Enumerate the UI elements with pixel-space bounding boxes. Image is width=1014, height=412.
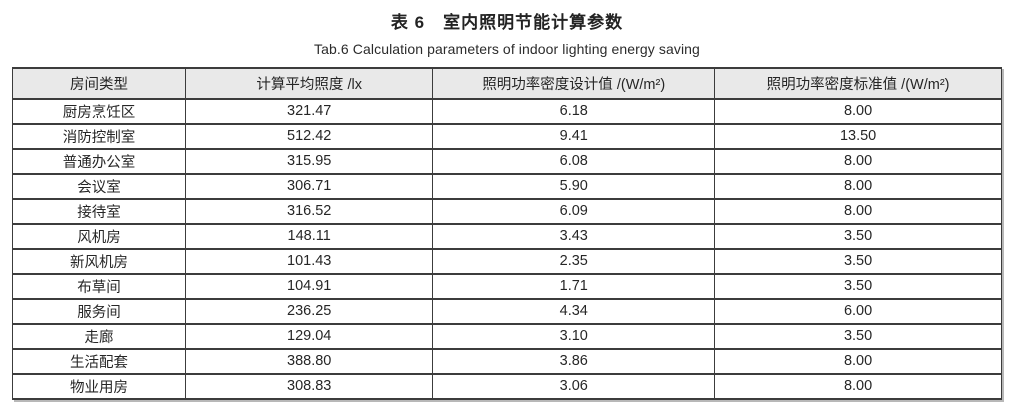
table-title-en: Tab.6 Calculation parameters of indoor l… [314, 40, 700, 57]
cell-lpd-design: 6.08 [432, 147, 716, 175]
cell-room: 消防控制室 [11, 122, 187, 150]
cell-lpd-standard: 3.50 [714, 322, 1002, 350]
cell-lpd-design: 9.41 [432, 122, 716, 150]
cell-lpd-standard: 8.00 [714, 197, 1002, 225]
cell-avg-illuminance: 306.71 [185, 172, 434, 200]
lighting-parameters-table: 房间类型 计算平均照度 /lx 照明功率密度设计值 /(W/m²) 照明功率密度… [11, 66, 1002, 400]
cell-room: 走廊 [11, 322, 187, 350]
cell-lpd-design: 6.09 [432, 197, 716, 225]
cell-avg-illuminance: 321.47 [185, 97, 434, 125]
cell-lpd-standard: 3.50 [714, 222, 1002, 250]
header-room-type: 房间类型 [11, 66, 187, 100]
cell-room: 会议室 [11, 172, 187, 200]
cell-lpd-design: 6.18 [432, 97, 716, 125]
table-row: 普通办公室 315.95 6.08 8.00 [11, 147, 1002, 175]
table-row: 走廊 129.04 3.10 3.50 [11, 322, 1002, 350]
cell-lpd-standard: 8.00 [714, 347, 1002, 375]
table-row: 物业用房 308.83 3.06 8.00 [11, 372, 1002, 400]
cell-lpd-standard: 8.00 [714, 97, 1002, 125]
cell-lpd-design: 3.43 [432, 222, 716, 250]
cell-lpd-standard: 6.00 [714, 297, 1002, 325]
header-avg-illuminance: 计算平均照度 /lx [185, 66, 434, 100]
cell-lpd-standard: 3.50 [714, 272, 1002, 300]
cell-avg-illuminance: 236.25 [185, 297, 434, 325]
cell-lpd-design: 3.06 [432, 372, 716, 400]
cell-room: 厨房烹饪区 [11, 97, 187, 125]
cell-lpd-design: 2.35 [432, 247, 716, 275]
cell-lpd-design: 5.90 [432, 172, 716, 200]
table-row: 生活配套 388.80 3.86 8.00 [11, 347, 1002, 375]
cell-lpd-standard: 8.00 [714, 372, 1002, 400]
cell-lpd-design: 3.10 [432, 322, 716, 350]
cell-avg-illuminance: 104.91 [185, 272, 434, 300]
cell-room: 服务间 [11, 297, 187, 325]
cell-avg-illuminance: 308.83 [185, 372, 434, 400]
cell-avg-illuminance: 315.95 [185, 147, 434, 175]
cell-lpd-design: 4.34 [432, 297, 716, 325]
cell-room: 新风机房 [11, 247, 187, 275]
cell-room: 风机房 [11, 222, 187, 250]
table-row: 接待室 316.52 6.09 8.00 [11, 197, 1002, 225]
cell-avg-illuminance: 101.43 [185, 247, 434, 275]
cell-avg-illuminance: 129.04 [185, 322, 434, 350]
table-row: 厨房烹饪区 321.47 6.18 8.00 [11, 97, 1002, 125]
cell-lpd-design: 3.86 [432, 347, 716, 375]
header-lpd-design: 照明功率密度设计值 /(W/m²) [432, 66, 716, 100]
table-header-row: 房间类型 计算平均照度 /lx 照明功率密度设计值 /(W/m²) 照明功率密度… [11, 66, 1002, 100]
cell-lpd-standard: 8.00 [714, 147, 1002, 175]
cell-room: 物业用房 [11, 372, 187, 400]
cell-room: 生活配套 [11, 347, 187, 375]
cell-lpd-standard: 13.50 [714, 122, 1002, 150]
table-title-zh: 表 6 室内照明节能计算参数 [390, 13, 624, 32]
header-lpd-standard: 照明功率密度标准值 /(W/m²) [714, 66, 1002, 100]
table-row: 服务间 236.25 4.34 6.00 [11, 297, 1002, 325]
cell-lpd-standard: 8.00 [714, 172, 1002, 200]
cell-avg-illuminance: 316.52 [185, 197, 434, 225]
cell-avg-illuminance: 148.11 [185, 222, 434, 250]
cell-room: 普通办公室 [11, 147, 187, 175]
cell-avg-illuminance: 512.42 [185, 122, 434, 150]
cell-lpd-design: 1.71 [432, 272, 716, 300]
table-row: 布草间 104.91 1.71 3.50 [11, 272, 1002, 300]
table-row: 新风机房 101.43 2.35 3.50 [11, 247, 1002, 275]
cell-room: 布草间 [11, 272, 187, 300]
table-row: 会议室 306.71 5.90 8.00 [11, 172, 1002, 200]
cell-lpd-standard: 3.50 [714, 247, 1002, 275]
table-row: 风机房 148.11 3.43 3.50 [11, 222, 1002, 250]
cell-avg-illuminance: 388.80 [185, 347, 434, 375]
table-row: 消防控制室 512.42 9.41 13.50 [11, 122, 1002, 150]
cell-room: 接待室 [11, 197, 187, 225]
